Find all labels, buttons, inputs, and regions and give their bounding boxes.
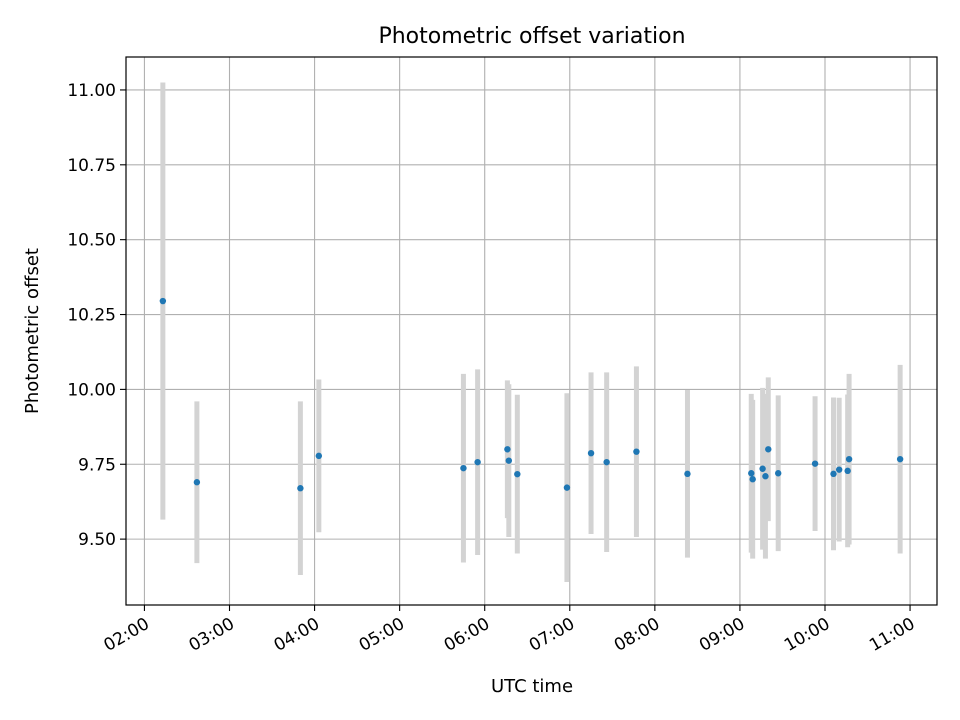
data-point [633,448,640,455]
data-point [749,476,756,483]
data-point [505,457,513,464]
data-point [775,470,782,477]
data-point [845,455,853,463]
y-tick-label: 10.50 [67,231,116,251]
data-point [684,470,691,478]
data-points [159,297,904,492]
data-point [315,452,323,460]
data-point [563,484,571,491]
chart-title: Photometric offset variation [378,24,685,49]
data-point [811,460,819,467]
y-tick-label: 11.00 [67,81,116,101]
data-point [603,458,610,466]
data-point [844,467,851,475]
y-tick-label: 10.75 [67,156,116,176]
y-axis-label: Photometric offset [22,248,43,414]
grid [126,57,937,605]
plot-frame [125,56,938,606]
data-point [759,465,766,472]
data-point [514,470,521,478]
data-point [896,455,904,463]
y-tick-label: 10.00 [67,380,116,400]
data-point [762,473,769,480]
data-point [159,297,167,305]
y-tick-label: 10.25 [67,306,116,326]
data-point [765,446,772,453]
data-point [830,470,837,478]
data-point [460,464,467,472]
x-axis-label: UTC time [491,676,573,697]
data-point [474,458,481,466]
data-point [748,470,755,477]
data-point [193,479,201,486]
y-tick-label: 9.75 [78,455,116,475]
data-point [297,485,304,492]
y-axis-ticks: 9.50 9.75 10.00 10.25 10.50 10.75 11.00 [67,81,126,550]
data-point [835,466,843,473]
data-point [504,446,511,453]
data-point [587,449,595,457]
y-tick-label: 9.50 [78,530,116,550]
